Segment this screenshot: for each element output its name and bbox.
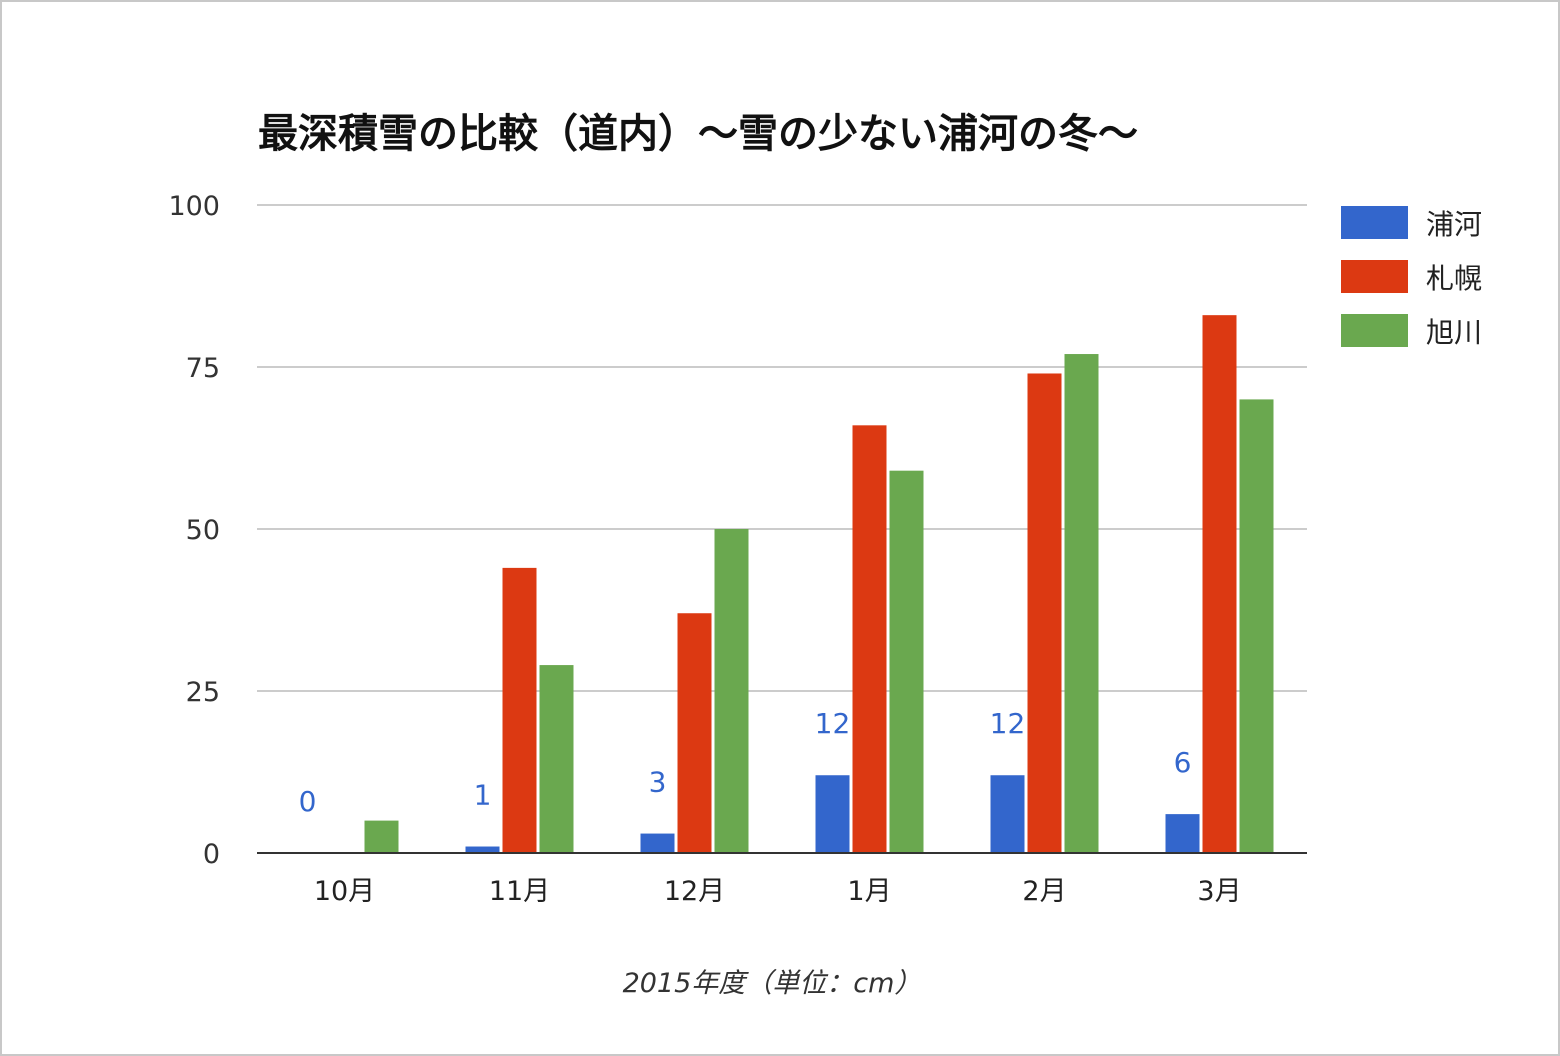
bar (539, 665, 574, 853)
data-label: 1 (474, 779, 492, 812)
axes: 0 25 50 75 100 10月 11月 12月 1月 2月 3月 (168, 191, 1307, 907)
bar (852, 425, 887, 853)
y-tick-label: 100 (168, 191, 220, 222)
bar (1064, 354, 1099, 853)
data-label: 12 (815, 707, 851, 740)
data-label: 3 (649, 766, 667, 799)
chart-title: 最深積雪の比較（道内）～雪の少ない浦河の冬～ (258, 111, 1138, 157)
x-tick-label: 11月 (489, 876, 550, 907)
data-labels: 0 1 3 12 12 6 (299, 707, 1192, 818)
legend-label: 札幌 (1426, 262, 1482, 295)
y-tick-label: 0 (203, 839, 220, 870)
x-tick-label: 12月 (664, 876, 725, 907)
y-tick-label: 75 (186, 353, 220, 384)
bar (502, 567, 537, 853)
legend-swatch (1341, 206, 1408, 239)
bar (990, 775, 1025, 853)
bar (1202, 315, 1237, 853)
legend-label: 旭川 (1426, 316, 1482, 349)
legend-swatch (1341, 314, 1408, 347)
data-label: 12 (990, 707, 1026, 740)
bar (677, 613, 712, 853)
bar (640, 833, 675, 853)
x-tick-label: 1月 (847, 876, 891, 907)
y-tick-label: 25 (186, 677, 220, 708)
bar (465, 846, 500, 853)
data-label: 6 (1174, 746, 1192, 779)
x-tick-label: 10月 (314, 876, 375, 907)
bar (889, 470, 924, 853)
legend-swatch (1341, 260, 1408, 293)
bar (1165, 814, 1200, 853)
bar (364, 820, 399, 853)
legend-label: 浦河 (1426, 208, 1482, 241)
bar (714, 529, 749, 853)
data-label: 0 (299, 785, 317, 818)
x-tick-label: 2月 (1022, 876, 1066, 907)
bar (815, 775, 850, 853)
bar (1027, 373, 1062, 853)
bar (1239, 399, 1274, 853)
x-axis-title: 2015年度（単位：cm） (623, 968, 922, 999)
y-tick-label: 50 (186, 515, 220, 546)
x-tick-label: 3月 (1197, 876, 1241, 907)
bars (364, 315, 1274, 853)
gridlines (257, 204, 1307, 692)
